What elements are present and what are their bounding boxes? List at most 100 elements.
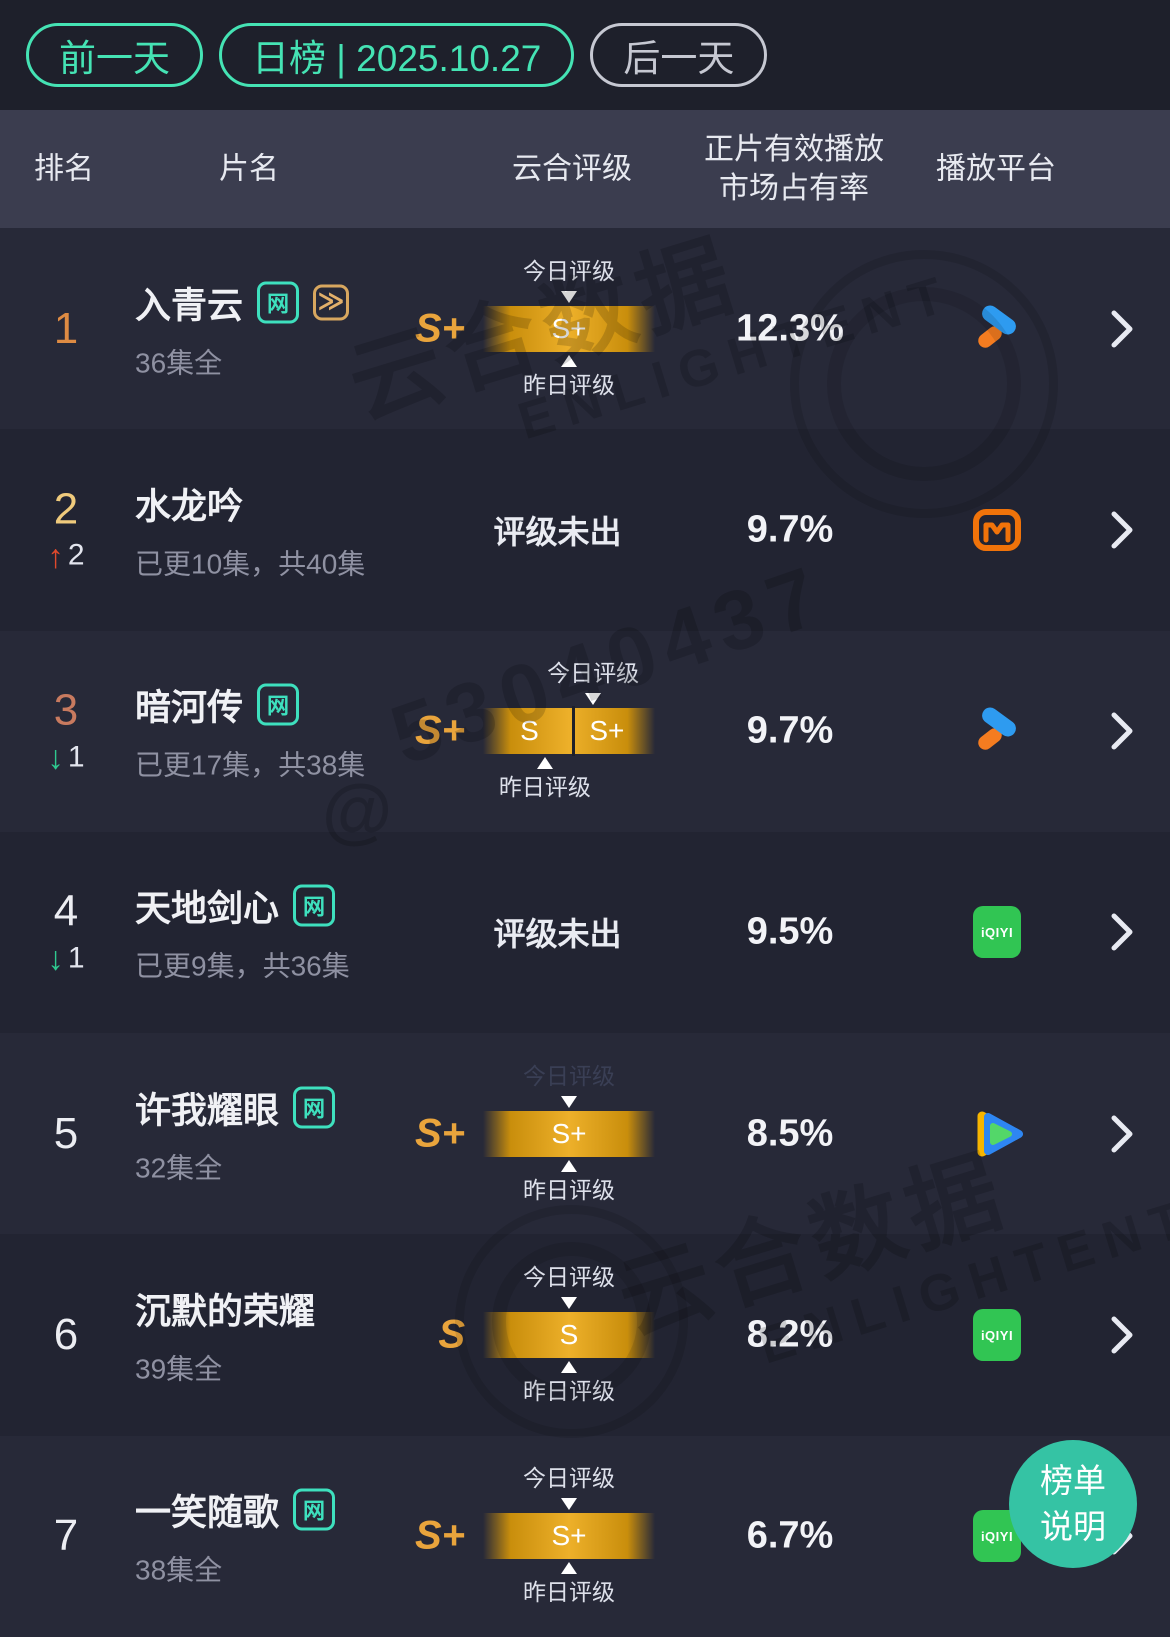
rank-change: ↓ 1 (47, 741, 84, 774)
drama-title: 入青云 (135, 284, 244, 326)
today-rating-label: 今日评级 (547, 659, 639, 708)
rating-gradient-bar: S+ (483, 1110, 655, 1157)
rank-cell: 1 (18, 303, 114, 353)
caret-down-icon (561, 290, 577, 303)
ranking-list: 1 入青云 网 ≫ 36集全 S+ 今日评级 S+ 昨日评级 (0, 228, 1170, 1637)
drama-title: 许我耀眼 (135, 1089, 280, 1131)
market-share: 9.7% (746, 508, 834, 551)
drama-title: 沉默的荣耀 (135, 1290, 316, 1332)
no-rating-text: 评级未出 (493, 916, 622, 953)
yesterday-rating-label: 昨日评级 (523, 1559, 615, 1608)
rank-number: 7 (53, 1511, 79, 1561)
rank-number: 6 (53, 1310, 79, 1360)
tencent-video-icon (971, 1106, 1023, 1162)
header-share: 正片有效播放 市场占有率 (704, 133, 884, 205)
yesterday-rating-label: 昨日评级 (523, 1157, 615, 1206)
episode-status: 已更17集，共38集 (135, 749, 366, 781)
table-row[interactable]: 5 许我耀眼 网 32集全 S+ 今日评级 S+ 昨日评级 (0, 1033, 1170, 1235)
rank-cell: 4 ↓ 1 (18, 889, 114, 977)
drama-title: 天地剑心 (135, 887, 280, 929)
rank-cell: 5 (18, 1108, 114, 1158)
title-cell: 许我耀眼 网 32集全 (135, 1081, 336, 1186)
down-arrow-icon: ↓ (47, 738, 64, 776)
table-row[interactable]: 1 入青云 网 ≫ 36集全 S+ 今日评级 S+ 昨日评级 (0, 228, 1170, 430)
youku-icon (971, 703, 1023, 759)
title-cell: 沉默的荣耀 39集全 (135, 1283, 315, 1388)
yesterday-rating-label: 昨日评级 (523, 1358, 615, 1407)
table-row[interactable]: 4 ↓ 1 天地剑心 网 已更9集，共36集 评级未出 9.5% iQIYI (0, 831, 1170, 1034)
market-share: 8.5% (746, 1112, 834, 1155)
caret-up-icon (561, 1562, 577, 1575)
no-rating-text: 评级未出 (493, 513, 622, 550)
rating-grade: S+ (414, 1111, 465, 1156)
rank-number: 3 (53, 685, 79, 735)
youku-icon (971, 301, 1023, 357)
rating-gradient-bar: S+ (483, 305, 655, 352)
yesterday-rating-label: 昨日评级 (499, 754, 591, 803)
rank-change: ↑ 2 (47, 539, 84, 572)
header-rank: 排名 (34, 152, 94, 186)
title-cell: 入青云 网 ≫ 36集全 (135, 276, 350, 381)
episode-status: 39集全 (135, 1353, 223, 1385)
episode-status: 已更10集，共40集 (135, 548, 366, 580)
chevron-right-icon[interactable] (1110, 1114, 1134, 1154)
segment-divider (572, 706, 576, 757)
rank-number: 1 (53, 303, 79, 353)
down-arrow-icon: ↓ (47, 939, 64, 977)
rating-bar: 今日评级 S+ 昨日评级 (483, 258, 655, 398)
header-platform: 播放平台 (936, 152, 1056, 186)
caret-down-icon (561, 1297, 577, 1310)
rating-segment: S (559, 1319, 579, 1351)
rating-segment: S+ (551, 1117, 587, 1149)
caret-up-icon (536, 757, 553, 770)
rank-number: 5 (53, 1108, 79, 1158)
header-title: 片名 (219, 152, 279, 186)
previous-day-button[interactable]: 前一天 (26, 23, 203, 87)
title-cell: 天地剑心 网 已更9集，共36集 (135, 880, 350, 985)
episode-status: 38集全 (135, 1554, 223, 1586)
rating-segment: S (520, 715, 539, 747)
rating-gradient-bar: S+ (483, 1513, 655, 1560)
rank-change-value: 1 (67, 941, 85, 975)
up-arrow-icon: ↑ (47, 537, 64, 575)
rating-segment: S+ (551, 312, 587, 344)
rating-grade: S+ (414, 1513, 465, 1558)
next-day-button[interactable]: 后一天 (590, 23, 768, 87)
rating-grade: S+ (414, 708, 465, 753)
market-share: 9.7% (746, 709, 834, 752)
title-cell: 一笑随歌 网 38集全 (135, 1484, 336, 1589)
drama-title: 水龙吟 (135, 485, 244, 527)
rank-explanation-line1: 榜单 (1040, 1461, 1106, 1499)
table-row[interactable]: 2 ↑ 2 水龙吟 已更10集，共40集 评级未出 9.7% (0, 429, 1170, 631)
rank-cell: 6 (18, 1313, 114, 1357)
table-row[interactable]: 7 一笑随歌 网 38集全 S+ 今日评级 S+ 昨日评级 (0, 1435, 1170, 1637)
chevron-right-icon[interactable] (1110, 711, 1134, 751)
episode-status: 32集全 (135, 1152, 223, 1184)
date-toolbar: 前一天 日榜 | 2025.10.27 后一天 (0, 0, 1170, 110)
yesterday-rating-label: 昨日评级 (523, 352, 615, 401)
rating-gradient-bar: S S+ (483, 706, 655, 757)
rank-number: 2 (53, 484, 79, 534)
market-share: 12.3% (736, 307, 844, 350)
table-row[interactable]: 3 ↓ 1 暗河传 网 已更17集，共38集 S+ 今日评级 S S+ (0, 630, 1170, 832)
daily-rank-date-button[interactable]: 日榜 | 2025.10.27 (219, 23, 575, 87)
chevron-right-icon[interactable] (1110, 912, 1134, 952)
chevron-right-icon[interactable] (1110, 510, 1134, 550)
table-row[interactable]: 6 沉默的荣耀 39集全 S 今日评级 S 昨日评级 (0, 1234, 1170, 1436)
chevron-right-icon[interactable] (1110, 309, 1134, 349)
today-rating-label: 今日评级 (523, 257, 615, 306)
web-series-badge: 网 (257, 683, 300, 726)
rating-grade: S (438, 1312, 465, 1357)
mgtv-icon (971, 502, 1023, 558)
web-series-badge: 网 (293, 884, 336, 927)
iqiyi-icon: iQIYI (971, 1307, 1023, 1363)
market-share: 6.7% (746, 1514, 834, 1557)
iqiyi-icon: iQIYI (971, 904, 1023, 960)
chevron-right-icon[interactable] (1110, 1315, 1134, 1355)
rank-explanation-button[interactable]: 榜单 说明 (1009, 1440, 1137, 1568)
web-series-badge: 网 (293, 1488, 336, 1531)
rank-cell: 3 ↓ 1 (18, 685, 114, 774)
caret-up-icon (561, 1361, 577, 1374)
web-series-badge: 网 (293, 1086, 336, 1129)
rank-cell: 7 (18, 1514, 114, 1558)
